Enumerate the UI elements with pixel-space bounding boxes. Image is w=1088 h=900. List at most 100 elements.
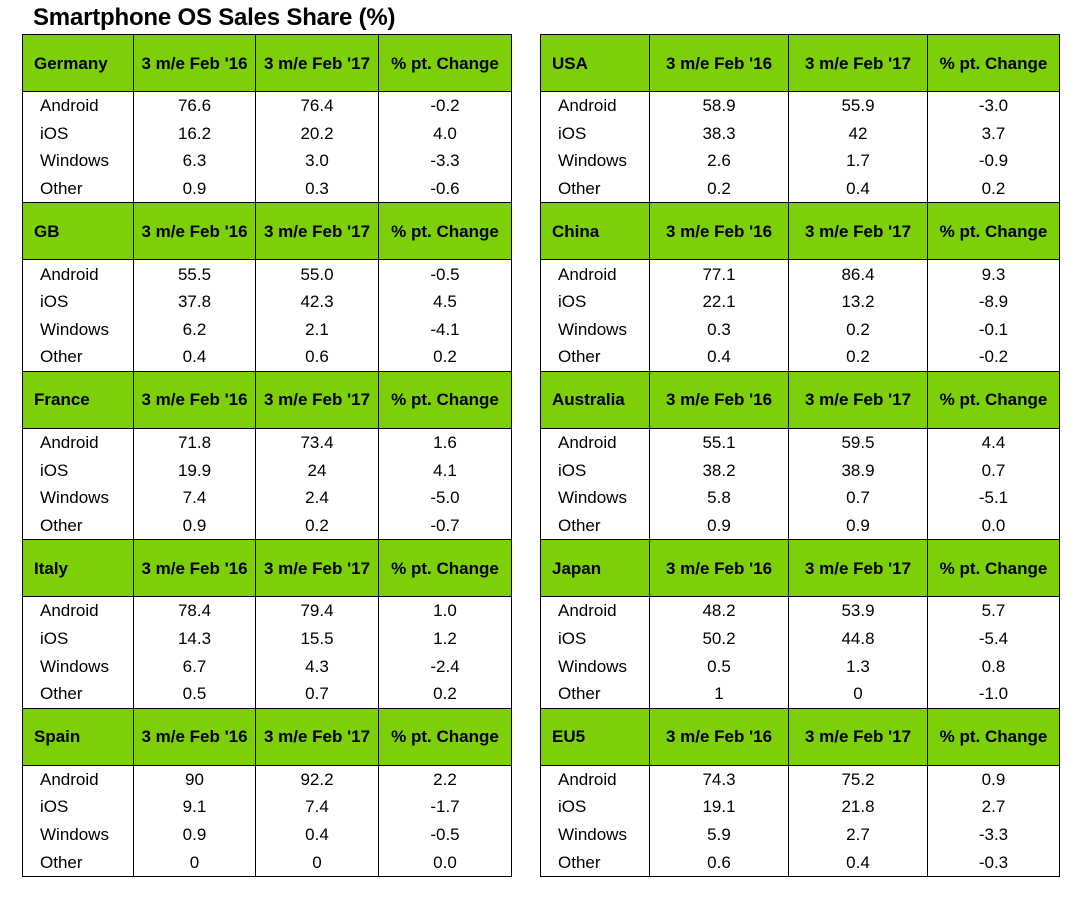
value-cell: 6.2 [133, 315, 256, 344]
column-header: 3 m/e Feb '16 [649, 202, 789, 261]
value-cell: 42.3 [255, 287, 379, 316]
value-cell: 44.8 [788, 624, 928, 653]
table-row: Windows 6.3 3.0 -3.3 [22, 147, 512, 175]
os-label: Windows [540, 147, 650, 175]
os-label: Windows [22, 147, 134, 175]
os-label: Windows [540, 315, 650, 344]
value-cell: 4.5 [378, 287, 512, 316]
value-cell: 48.2 [649, 596, 789, 625]
value-cell: 1.3 [788, 652, 928, 680]
value-cell: 0.2 [649, 174, 789, 204]
value-cell: 2.2 [378, 765, 512, 794]
value-cell: -0.6 [378, 174, 512, 204]
column-header: 3 m/e Feb '17 [255, 370, 379, 429]
column-header: 3 m/e Feb '16 [133, 202, 256, 261]
os-label: iOS [22, 793, 134, 821]
value-cell: 79.4 [255, 596, 379, 625]
column-header: 3 m/e Feb '17 [788, 370, 928, 429]
value-cell: 0.3 [649, 315, 789, 344]
region-name: Germany [22, 34, 134, 92]
value-cell: -0.2 [378, 91, 512, 120]
region-header-row: GB 3 m/e Feb '16 3 m/e Feb '17% pt. Change [22, 202, 512, 261]
os-label: iOS [22, 119, 134, 148]
os-label: Other [540, 679, 650, 709]
table-row: Other 0.9 0.9 0.0 [540, 511, 1060, 541]
os-label: iOS [540, 456, 650, 484]
value-cell: 75.2 [788, 765, 928, 794]
os-label: iOS [22, 456, 134, 484]
table-row: Other 0 0 0.0 [22, 848, 512, 877]
column-header: % pt. Change [378, 707, 512, 766]
region-header-row: France 3 m/e Feb '16 3 m/e Feb '17% pt. Ch… [22, 370, 512, 429]
value-cell: 0.6 [255, 343, 379, 372]
value-cell: 0.0 [378, 848, 512, 877]
value-cell: 0.2 [378, 679, 512, 709]
right-table-panel: USA 3 m/e Feb '16 3 m/e Feb '17% pt. Chang… [540, 34, 1060, 877]
value-cell: 0.9 [649, 511, 789, 541]
table-row: Other 0.5 0.7 0.2 [22, 679, 512, 709]
os-label: Windows [22, 315, 134, 344]
value-cell: 2.4 [255, 483, 379, 512]
column-header: % pt. Change [927, 707, 1060, 766]
value-cell: 3.0 [255, 147, 379, 175]
value-cell: 0.2 [255, 511, 379, 541]
table-row: Windows 6.7 4.3 -2.4 [22, 652, 512, 680]
os-label: iOS [540, 624, 650, 653]
value-cell: 0.9 [133, 174, 256, 204]
column-header: % pt. Change [378, 34, 512, 92]
value-cell: 37.8 [133, 287, 256, 316]
value-cell: -0.5 [378, 820, 512, 849]
table-row: Android 77.1 86.4 9.3 [540, 259, 1060, 288]
value-cell: -1.0 [927, 679, 1060, 709]
value-cell: -4.1 [378, 315, 512, 344]
value-cell: 0.2 [788, 343, 928, 372]
table-row: Other 0.4 0.2 -0.2 [540, 343, 1060, 372]
column-header: 3 m/e Feb '17 [788, 202, 928, 261]
column-header: % pt. Change [927, 539, 1060, 598]
column-header: 3 m/e Feb '16 [649, 370, 789, 429]
value-cell: 4.1 [378, 456, 512, 484]
region-header-row: China 3 m/e Feb '16 3 m/e Feb '17% pt. Cha… [540, 202, 1060, 261]
value-cell: 0.4 [649, 343, 789, 372]
value-cell: 42 [788, 119, 928, 148]
value-cell: 38.3 [649, 119, 789, 148]
os-label: Other [22, 174, 134, 204]
os-label: Other [540, 343, 650, 372]
table-row: Other 0.2 0.4 0.2 [540, 174, 1060, 204]
value-cell: 0.5 [649, 652, 789, 680]
value-cell: 86.4 [788, 259, 928, 288]
value-cell: -5.1 [927, 483, 1060, 512]
column-header: % pt. Change [927, 202, 1060, 261]
value-cell: -0.1 [927, 315, 1060, 344]
table-row: Android 74.3 75.2 0.9 [540, 765, 1060, 794]
region-header-row: Italy 3 m/e Feb '16 3 m/e Feb '17% pt. Cha… [22, 539, 512, 598]
value-cell: 78.4 [133, 596, 256, 625]
table-row: Android 90 92.2 2.2 [22, 765, 512, 794]
value-cell: 24 [255, 456, 379, 484]
value-cell: 22.1 [649, 287, 789, 316]
table-row: Android 48.2 53.9 5.7 [540, 596, 1060, 625]
value-cell: 0.4 [255, 820, 379, 849]
value-cell: 0.3 [255, 174, 379, 204]
os-label: Other [22, 343, 134, 372]
table-row: Other 0.9 0.3 -0.6 [22, 174, 512, 204]
region-name: Australia [540, 370, 650, 429]
sales-share-table-right: USA 3 m/e Feb '16 3 m/e Feb '17% pt. Chang… [540, 34, 1060, 877]
table-row: iOS 37.8 42.3 4.5 [22, 287, 512, 316]
region-name: Japan [540, 539, 650, 598]
region-header-row: Spain 3 m/e Feb '16 3 m/e Feb '17% pt. Cha… [22, 707, 512, 766]
value-cell: 7.4 [255, 793, 379, 821]
value-cell: 6.7 [133, 652, 256, 680]
table-row: Other 0.6 0.4 -0.3 [540, 848, 1060, 877]
table-row: iOS 9.1 7.4 -1.7 [22, 793, 512, 821]
value-cell: -2.4 [378, 652, 512, 680]
os-label: Android [540, 428, 650, 457]
value-cell: -5.0 [378, 483, 512, 512]
value-cell: 6.3 [133, 147, 256, 175]
table-row: iOS 19.9 24 4.1 [22, 456, 512, 484]
table-row: Android 76.6 76.4 -0.2 [22, 91, 512, 120]
value-cell: 55.5 [133, 259, 256, 288]
value-cell: 2.7 [788, 820, 928, 849]
table-row: Android 58.9 55.9 -3.0 [540, 91, 1060, 120]
os-label: Android [22, 91, 134, 120]
